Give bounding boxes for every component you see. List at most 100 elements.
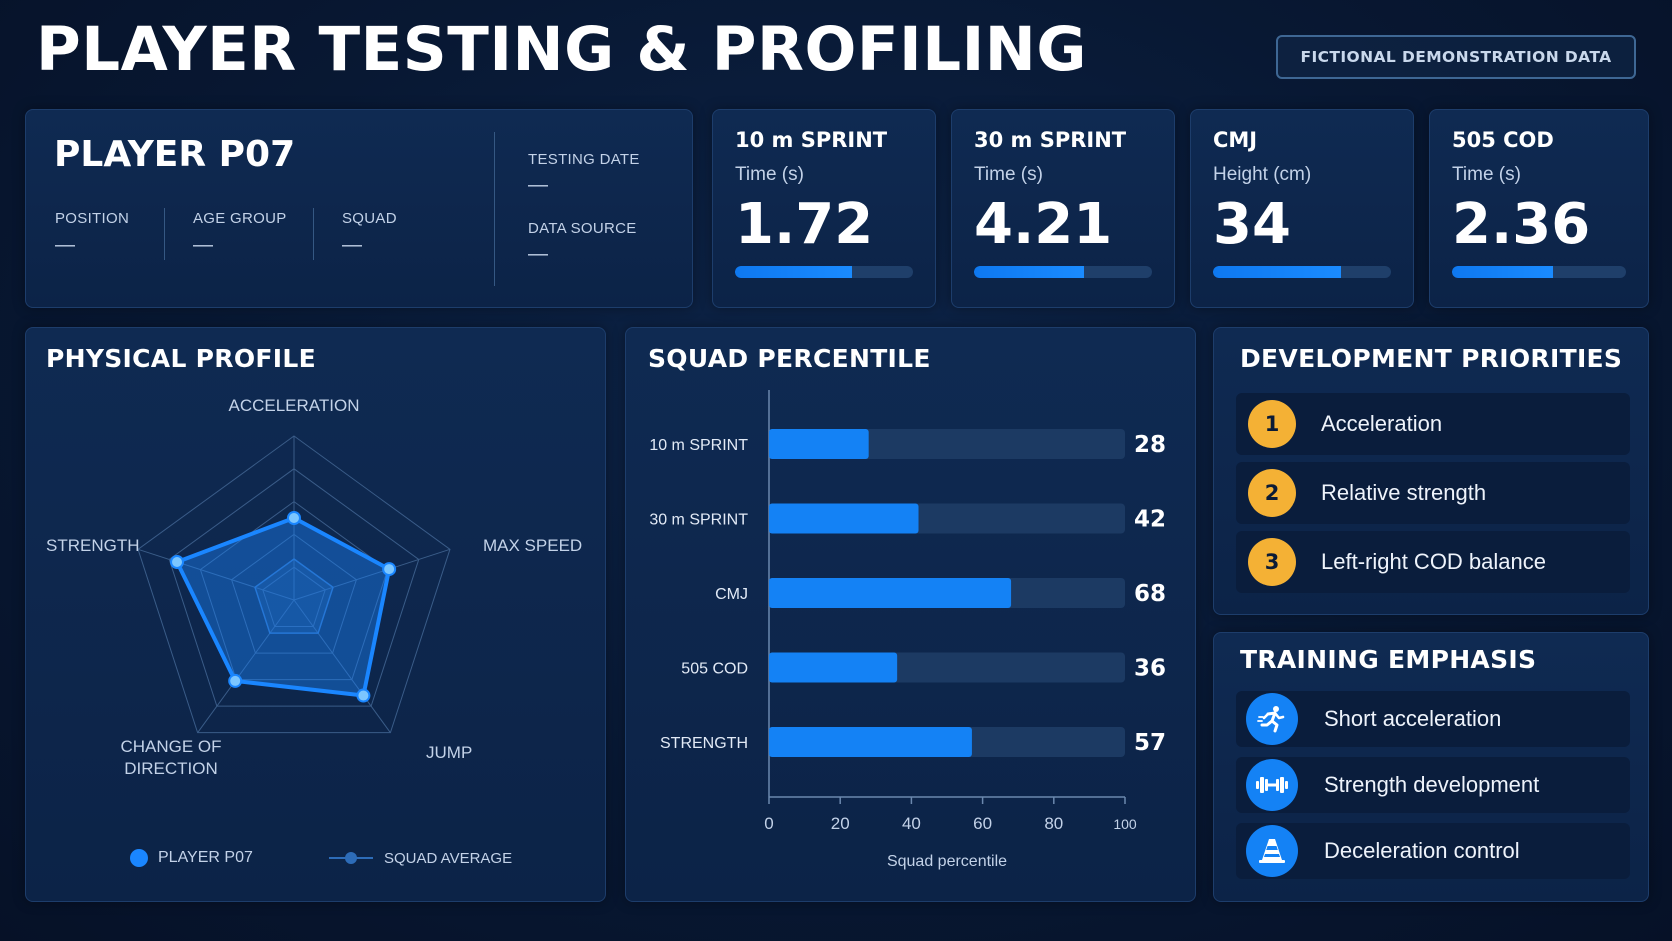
radar-spoke	[293, 599, 391, 733]
age-group-value: —	[193, 234, 213, 256]
metric-progress-track	[1452, 266, 1626, 278]
squad-value: —	[342, 234, 362, 256]
metric-value: 1.72	[735, 192, 874, 257]
player-info-panel: PLAYER P07 POSITION — AGE GROUP — SQUAD …	[25, 109, 693, 308]
radar-grid-ring	[231, 533, 357, 654]
legend-player-marker	[130, 849, 148, 867]
priority-label: Relative strength	[1321, 480, 1487, 505]
training-item: Strength development	[1236, 757, 1630, 813]
x-tick-label: 80	[1044, 814, 1063, 833]
category-label: 30 m SPRINT	[649, 512, 748, 529]
x-axis-title: Squad percentile	[887, 853, 1007, 870]
x-tick-label: 40	[902, 814, 921, 833]
bar-value-label: 28	[1134, 432, 1166, 458]
data-source-label: DATA SOURCE	[528, 220, 637, 237]
percentile-bar	[769, 652, 898, 683]
metric-progress-track	[735, 266, 913, 278]
position-value: —	[55, 234, 75, 256]
position-label: POSITION	[55, 210, 130, 227]
radar-axis-label: STRENGTH	[46, 536, 140, 555]
radar-player-area	[175, 516, 392, 698]
training-emphasis-panel: TRAINING EMPHASIS Short acceleration	[1213, 632, 1649, 902]
metric-card-cmj: CMJ Height (cm) 34	[1190, 109, 1414, 308]
percentile-bar	[769, 503, 919, 534]
radar-axis-label: ACCELERATION	[228, 396, 360, 415]
cone-icon	[1246, 825, 1298, 877]
legend-squad-label: SQUAD AVERAGE	[384, 850, 513, 867]
category-label: CMJ	[715, 586, 748, 603]
physical-profile-panel: PHYSICAL PROFILE ACCELERATION MAX SPEED …	[25, 327, 606, 902]
radar-player-point	[356, 688, 371, 703]
metric-title: 10 m SPRINT	[735, 128, 888, 152]
player-name: PLAYER P07	[54, 134, 296, 175]
legend-player-label: PLAYER P07	[158, 849, 253, 866]
x-tick-label: 100	[1113, 816, 1137, 832]
training-item: Deceleration control	[1236, 823, 1630, 879]
radar-grid-ring	[262, 566, 326, 628]
metric-progress-fill	[1213, 266, 1342, 278]
category-label: STRENGTH	[660, 735, 748, 752]
x-tick-label: 0	[764, 814, 773, 833]
metric-unit: Time (s)	[1452, 164, 1521, 185]
radar-grid-ring	[168, 468, 420, 707]
metric-card-30m-sprint: 30 m SPRINT Time (s) 4.21	[951, 109, 1175, 308]
squad-label: SQUAD	[342, 210, 397, 227]
percentile-bar	[769, 578, 1012, 608]
radar-spoke	[137, 548, 295, 601]
metric-progress-track	[974, 266, 1152, 278]
page-title: PLAYER TESTING & PROFILING	[36, 14, 1087, 85]
priority-item: 2 Relative strength	[1236, 462, 1630, 524]
testing-date-value: —	[528, 174, 548, 196]
category-label: 10 m SPRINT	[649, 437, 748, 454]
legend-squad-marker	[329, 852, 373, 864]
priority-number-badge: 1	[1248, 400, 1296, 448]
runner-icon	[1246, 693, 1298, 745]
percentile-bar	[769, 727, 972, 757]
x-tick-label: 60	[973, 814, 992, 833]
training-label: Short acceleration	[1324, 706, 1502, 731]
priority-number-badge: 2	[1248, 469, 1296, 517]
metric-progress-track	[1213, 266, 1391, 278]
metric-value: 2.36	[1452, 192, 1591, 257]
priority-number-badge: 3	[1248, 538, 1296, 586]
bar-value-label: 57	[1134, 730, 1166, 756]
radar-chart	[137, 435, 451, 734]
radar-player-point	[382, 562, 397, 577]
radar-grid-ring	[137, 435, 451, 734]
bar-value-label: 36	[1134, 656, 1166, 682]
metric-progress-fill	[1452, 266, 1553, 278]
squad-percentile-panel: SQUAD PERCENTILE 0 20 40 60 80 100 10 m SPRINT…	[625, 327, 1196, 902]
percentile-bar	[769, 429, 869, 459]
squad-percentile-title: SQUAD PERCENTILE	[648, 344, 931, 373]
divider	[313, 208, 314, 260]
physical-profile-title: PHYSICAL PROFILE	[46, 344, 316, 373]
x-tick-label: 20	[831, 814, 850, 833]
development-priorities-panel: DEVELOPMENT PRIORITIES 1 Acceleration 2 …	[1213, 327, 1649, 615]
metric-card-10m-sprint: 10 m SPRINT Time (s) 1.72	[712, 109, 936, 308]
metric-unit: Height (cm)	[1213, 164, 1312, 185]
metric-card-505-cod: 505 COD Time (s) 2.36	[1429, 109, 1649, 308]
category-label: 505 COD	[681, 661, 748, 678]
radar-player-point	[228, 673, 243, 688]
bar-value-label: 68	[1134, 581, 1166, 607]
testing-date-label: TESTING DATE	[528, 151, 640, 168]
training-label: Deceleration control	[1324, 838, 1520, 863]
radar-axis-label: CHANGE OF DIRECTION	[120, 737, 222, 778]
disclaimer-badge: FICTIONAL DEMONSTRATION DATA	[1276, 35, 1636, 79]
priority-item: 3 Left-right COD balance	[1236, 531, 1630, 593]
metric-unit: Time (s)	[735, 164, 804, 185]
priority-item: 1 Acceleration	[1236, 393, 1630, 455]
training-label: Strength development	[1324, 772, 1540, 797]
training-emphasis-title: TRAINING EMPHASIS	[1240, 645, 1537, 674]
metric-title: 505 COD	[1452, 128, 1554, 152]
priority-label: Acceleration	[1321, 411, 1443, 436]
metric-title: CMJ	[1213, 128, 1258, 152]
metric-unit: Time (s)	[974, 164, 1043, 185]
divider	[164, 208, 165, 260]
divider	[494, 132, 495, 286]
radar-spoke	[197, 599, 295, 733]
metric-progress-fill	[974, 266, 1085, 278]
metric-value: 34	[1213, 192, 1291, 257]
age-group-label: AGE GROUP	[193, 210, 287, 227]
data-source-value: —	[528, 243, 548, 265]
